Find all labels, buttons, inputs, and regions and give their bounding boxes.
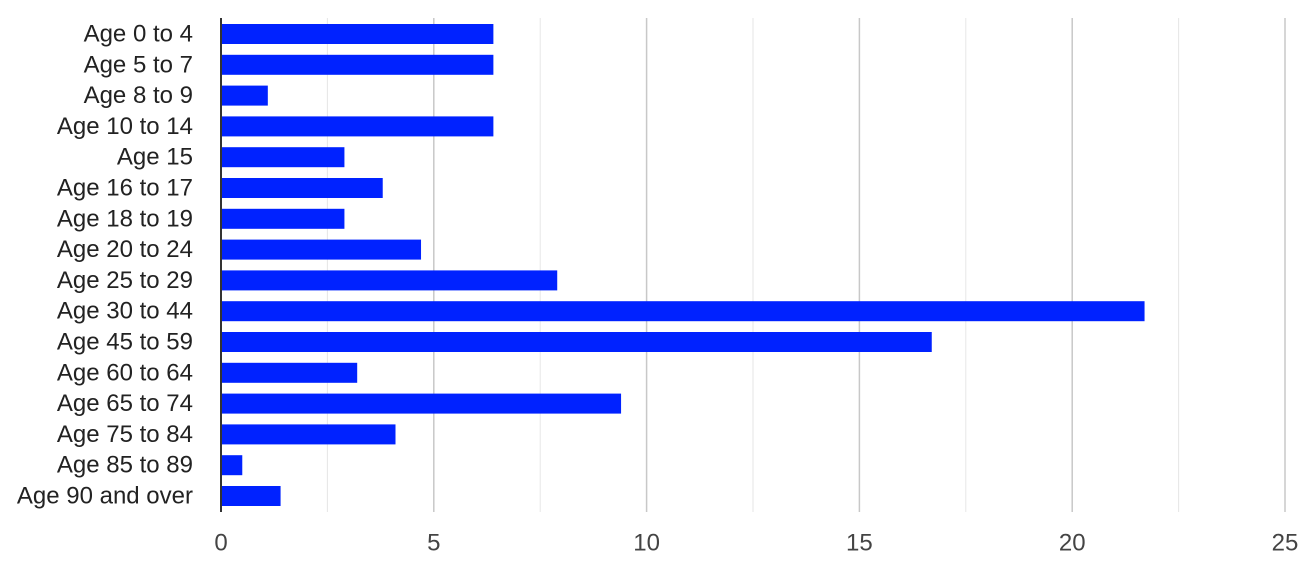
category-label: Age 8 to 9 xyxy=(84,82,193,109)
x-tick-label: 25 xyxy=(1272,530,1299,557)
x-tick-label: 20 xyxy=(1059,530,1086,557)
category-label: Age 10 to 14 xyxy=(57,113,193,140)
category-label: Age 45 to 59 xyxy=(57,329,193,356)
category-label: Age 65 to 74 xyxy=(57,390,193,417)
bar xyxy=(221,424,396,445)
category-label: Age 0 to 4 xyxy=(84,21,193,48)
x-tick-label: 10 xyxy=(633,530,660,557)
category-label: Age 5 to 7 xyxy=(84,51,193,78)
category-label: Age 75 to 84 xyxy=(57,421,193,448)
bar xyxy=(221,239,422,260)
bar xyxy=(221,486,281,506)
bar xyxy=(221,54,494,75)
x-tick-labels: 0 5 10 15 20 25 xyxy=(214,530,1298,557)
bar xyxy=(221,147,345,168)
x-tick-label: 15 xyxy=(846,530,873,557)
category-label: Age 90 and over xyxy=(17,483,193,510)
category-label: Age 60 to 64 xyxy=(57,359,193,386)
category-labels: Age 0 to 4 Age 5 to 7 Age 8 to 9 Age 10 to … xyxy=(17,21,193,510)
bar xyxy=(221,85,268,106)
bar xyxy=(221,178,383,198)
bar xyxy=(221,208,345,229)
category-label: Age 85 to 89 xyxy=(57,452,193,479)
category-label: Age 15 xyxy=(117,144,193,171)
category-label: Age 30 to 44 xyxy=(57,298,193,325)
category-label: Age 18 to 19 xyxy=(57,205,193,232)
x-tick-label: 0 xyxy=(214,530,227,557)
bar xyxy=(221,301,1145,322)
bar xyxy=(221,332,932,352)
category-label: Age 16 to 17 xyxy=(57,175,193,202)
gridlines xyxy=(326,18,1286,512)
bar xyxy=(221,116,494,137)
bar xyxy=(221,455,243,476)
x-tick-label: 5 xyxy=(427,530,440,557)
category-label: Age 25 to 29 xyxy=(57,267,193,294)
bar xyxy=(221,393,622,414)
bar xyxy=(221,362,358,383)
bars xyxy=(221,24,1145,506)
bar xyxy=(221,270,558,291)
category-label: Age 20 to 24 xyxy=(57,236,193,263)
bar xyxy=(221,24,494,44)
